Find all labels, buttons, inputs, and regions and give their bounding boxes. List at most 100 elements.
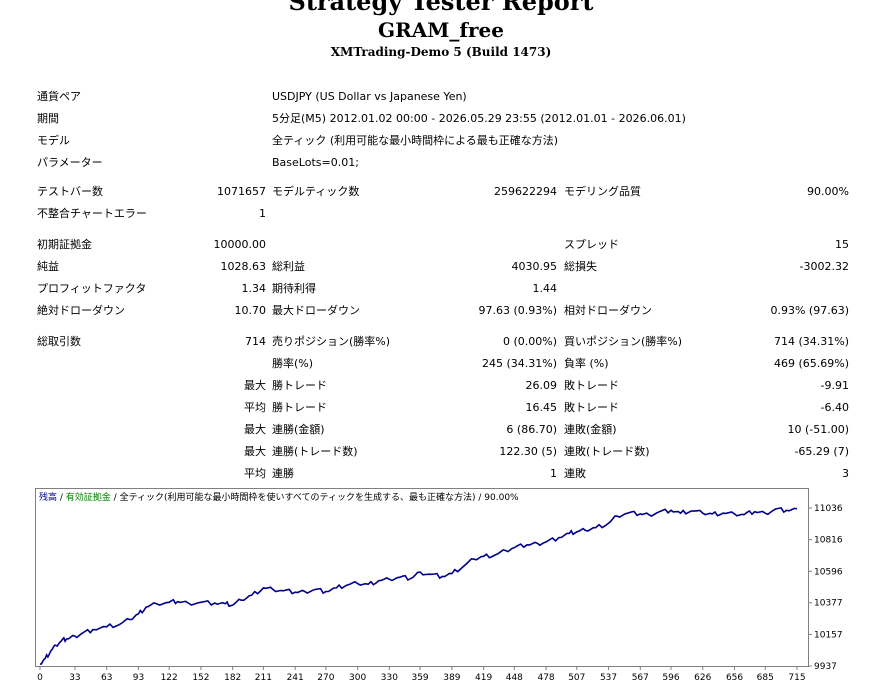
short-value: 0 (0.00%) <box>502 335 557 348</box>
x-tick-label: 626 <box>694 673 711 683</box>
avg-cons-win-label: 連勝 <box>272 467 294 480</box>
y-axis: 11036 10816 10596 10377 10157 9937 <box>808 504 843 672</box>
x-tick-label: 63 <box>101 673 112 683</box>
x-tick-label: 685 <box>757 673 774 683</box>
pf-value: 1.34 <box>241 282 267 295</box>
short-label: 売りポジション(勝率%) <box>272 335 391 348</box>
legend-sep-1: / <box>57 493 66 503</box>
x-tick-label: 478 <box>537 673 554 683</box>
quality-label: モデリング品質 <box>564 185 641 198</box>
period-value: 5分足(M5) 2012.01.02 00:00 - 2026.05.29 23… <box>272 112 686 125</box>
gross-profit-value: 4030.95 <box>511 260 558 273</box>
max-label-1: 最大 <box>244 379 266 392</box>
legend-sep-3: / <box>476 493 485 503</box>
largest-loss-value: -9.91 <box>820 379 849 392</box>
avg-cons-loss-value: 3 <box>842 467 849 480</box>
gross-profit-label: 総利益 <box>272 260 305 273</box>
gross-loss-value: -3002.32 <box>799 260 849 273</box>
legend-sep-2: / <box>111 493 120 503</box>
x-tick-label: 270 <box>317 673 334 683</box>
ticks-value: 259622294 <box>494 185 557 198</box>
legend-quality: 90.00% <box>484 493 519 503</box>
long-label: 買いポジション(勝率%) <box>564 335 683 348</box>
net-label: 純益 <box>37 260 59 273</box>
x-tick-label: 419 <box>475 673 492 683</box>
params-label: パラメーター <box>37 156 103 169</box>
cons-loss-amount-label: 連敗(金額) <box>564 423 617 436</box>
max-dd-value: 97.63 (0.93%) <box>478 304 557 317</box>
gross-loss-label: 総損失 <box>564 260 597 273</box>
x-tick-label: 211 <box>255 673 272 683</box>
x-tick-label: 182 <box>224 673 241 683</box>
avg-loss-value: -6.40 <box>820 401 849 414</box>
params-value: BaseLots=0.01; <box>272 156 359 169</box>
x-tick-label: 537 <box>600 673 617 683</box>
net-value: 1028.63 <box>220 260 267 273</box>
balance-line <box>39 507 798 665</box>
x-axis: 0 33 63 93 122 152 182 211 241 270 300 330 359 389 419… <box>37 666 806 683</box>
spread-value: 15 <box>835 238 849 251</box>
bars-value: 1071657 <box>217 185 266 198</box>
x-tick-label: 330 <box>381 673 398 683</box>
winpct-label: 勝率(%) <box>272 357 314 370</box>
max-label-2: 最大 <box>244 423 266 436</box>
x-tick-label: 656 <box>726 673 743 683</box>
abs-dd-value: 10.70 <box>234 304 267 317</box>
rel-dd-value: 0.93% (97.63) <box>770 304 849 317</box>
symbol-label: 通貨ペア <box>37 90 81 103</box>
y-tick-label: 10816 <box>814 536 843 546</box>
winpct-value: 245 (34.31%) <box>481 357 557 370</box>
mismatch-value: 1 <box>259 207 266 220</box>
x-tick-label: 567 <box>632 673 649 683</box>
x-tick-label: 359 <box>411 673 428 683</box>
cons-loss-count-value: -65.29 (7) <box>794 445 849 458</box>
legend-margin: 有効証拠金 <box>66 491 111 503</box>
x-tick-label: 0 <box>37 673 43 683</box>
cons-loss-count-label: 連敗(トレード数) <box>564 445 650 458</box>
balance-chart: 残高 / 有効証拠金 / 全ティック(利用可能な最小時間枠を使いすべてのティック… <box>35 488 843 683</box>
cons-wins-amount-value: 6 (86.70) <box>506 423 557 436</box>
rel-dd-label: 相対ドローダウン <box>564 304 652 317</box>
x-tick-label: 152 <box>192 673 209 683</box>
avg-cons-loss-label: 連敗 <box>564 467 586 480</box>
losspct-label: 負率 (%) <box>564 357 609 370</box>
mismatch-label: 不整合チャートエラー <box>37 207 147 220</box>
series-layer <box>39 507 798 665</box>
largest-win-label: 勝トレード <box>272 379 327 392</box>
deposit-value: 10000.00 <box>213 238 267 251</box>
model-label: モデル <box>37 134 70 147</box>
quality-value: 90.00% <box>807 185 849 198</box>
symbol-value: USDJPY (US Dollar vs Japanese Yen) <box>272 90 467 103</box>
x-tick-label: 507 <box>568 673 585 683</box>
largest-win-value: 26.09 <box>525 379 558 392</box>
largest-loss-label: 敗トレード <box>564 379 619 392</box>
chart-legend: 残高 / 有効証拠金 / 全ティック(利用可能な最小時間枠を使いすべてのティック… <box>39 491 519 503</box>
report-title: Strategy Tester Report <box>288 0 594 16</box>
x-tick-label: 596 <box>662 673 679 683</box>
y-tick-label: 10157 <box>814 630 843 640</box>
bars-label: テストバー数 <box>37 185 103 198</box>
x-tick-label: 93 <box>133 673 144 683</box>
x-tick-label: 300 <box>349 673 366 683</box>
losspct-value: 469 (65.69%) <box>773 357 849 370</box>
y-tick-label: 10596 <box>814 567 843 577</box>
model-value: 全ティック (利用可能な最小時間枠による最も正確な方法) <box>272 134 559 147</box>
payoff-label: 期待利得 <box>272 282 316 295</box>
trades-label: 総取引数 <box>37 335 81 348</box>
legend-balance: 残高 <box>39 491 57 503</box>
avg-label-1: 平均 <box>244 401 266 414</box>
y-tick-label: 11036 <box>814 504 843 514</box>
cons-loss-amount-value: 10 (-51.00) <box>787 423 849 436</box>
payoff-value: 1.44 <box>532 282 558 295</box>
x-tick-label: 715 <box>788 673 805 683</box>
max-label-3: 最大 <box>244 445 266 458</box>
trades-value: 714 <box>245 335 266 348</box>
avg-win-value: 16.45 <box>525 401 558 414</box>
spread-label: スプレッド <box>564 238 619 251</box>
cons-wins-amount-label: 連勝(金額) <box>272 423 325 436</box>
avg-cons-win-value: 1 <box>550 467 557 480</box>
server-build: XMTrading-Demo 5 (Build 1473) <box>330 45 552 59</box>
abs-dd-label: 絶対ドローダウン <box>37 304 125 317</box>
cons-wins-count-label: 連勝(トレード数) <box>272 445 358 458</box>
period-label: 期間 <box>37 112 59 125</box>
